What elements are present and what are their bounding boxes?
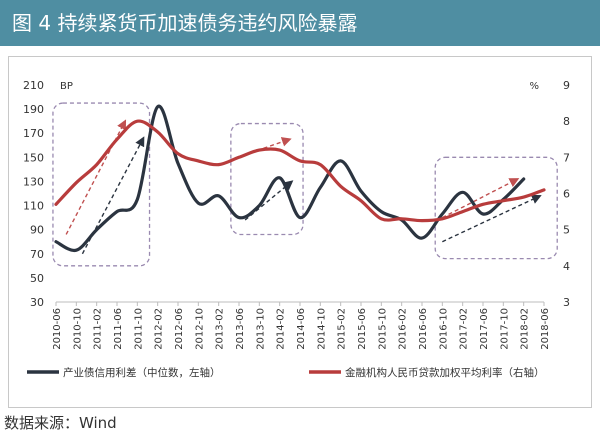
x-tick-label: 2018-02 [520, 308, 531, 350]
x-tick-label: 2010-10 [72, 308, 83, 350]
y-tick-labels: 30 50 70 90 110 130 150 170 190 210 BP 3 4 5 6 7 8 9% [23, 79, 570, 309]
y-left-tick-label: 90 [30, 224, 44, 237]
x-tick-label: 2014-10 [316, 308, 327, 350]
x-tick-label: 2012-10 [194, 308, 205, 350]
legend-label: 金融机构人民币贷款加权平均利率（右轴） [345, 366, 545, 379]
y-right-tick-label: 7 [563, 151, 570, 164]
x-tick-label: 2012-06 [174, 308, 185, 350]
x-tick-label: 2015-10 [377, 308, 388, 350]
y-right-tick-label: 3 [563, 296, 570, 309]
x-tick-label: 2010-06 [52, 308, 63, 350]
x-tick-label: 2011-02 [93, 308, 104, 350]
x-tick-label: 2017-06 [479, 308, 490, 350]
annotation-box [434, 156, 558, 260]
y-left-unit: BP [60, 81, 73, 92]
trend-arrow [442, 178, 520, 219]
y-left-tick-label: 50 [30, 272, 44, 285]
x-tick-label: 2016-10 [438, 308, 449, 350]
series-line-loan-rate [54, 119, 546, 223]
y-right-tick-label: 8 [563, 115, 570, 128]
y-right-tick-label: 9 [563, 79, 570, 92]
y-left-tick-label: 190 [23, 103, 44, 116]
y-left-tick-label: 110 [23, 200, 44, 213]
y-left-tick-label: 150 [23, 151, 44, 164]
x-tick-label: 2016-06 [418, 308, 429, 350]
x-tick-label: 2016-02 [398, 308, 409, 350]
x-tick-label: 2017-10 [499, 308, 510, 350]
y-left-tick-label: 30 [30, 296, 44, 309]
series-line-credit-spread [54, 104, 526, 253]
x-tick-label: 2013-10 [255, 308, 266, 350]
x-tick-labels: 2010-06 2010-10 2011-02 2011-06 2011-10 2012-… [52, 302, 551, 350]
annotation-box [230, 122, 304, 236]
chart-frame: 30 50 70 90 110 130 150 170 190 210 BP 3 4 5 6 7 8 9% 201… [8, 56, 592, 408]
y-left-tick-label: 70 [30, 248, 44, 261]
y-left-tick-label: 210 [23, 79, 44, 92]
series-lines [54, 104, 546, 253]
y-right-unit: % [529, 81, 539, 92]
dual-axis-line-chart: 30 50 70 90 110 130 150 170 190 210 BP 3 4 5 6 7 8 9% 201… [23, 79, 570, 379]
x-tick-label: 2015-06 [357, 308, 368, 350]
y-right-tick-label: 6 [563, 188, 570, 201]
y-left-tick-label: 170 [23, 127, 44, 140]
x-tick-label: 2017-02 [459, 308, 470, 350]
x-tick-label: 2015-02 [337, 308, 348, 350]
x-tick-label: 2013-06 [235, 308, 246, 350]
x-tick-label: 2014-06 [296, 308, 307, 350]
legend: 产业债信用利差（中位数，左轴） 金融机构人民币贷款加权平均利率（右轴） [27, 366, 545, 379]
x-tick-label: 2018-06 [540, 308, 551, 350]
y-left-tick-label: 130 [23, 175, 44, 188]
y-right-tick-label: 5 [563, 224, 570, 237]
y-right-tick-label: 4 [563, 260, 570, 273]
x-tick-label: 2014-02 [276, 308, 287, 350]
x-tick-label: 2012-02 [154, 308, 165, 350]
x-tick-label: 2011-06 [113, 308, 124, 350]
x-tick-label: 2013-02 [215, 308, 226, 350]
x-tick-label: 2011-10 [133, 308, 144, 350]
figure-title: 图 4 持续紧货币加速债务违约风险暴露 [0, 0, 600, 46]
annotation-box [52, 102, 151, 267]
data-source: 数据来源：Wind [4, 414, 117, 432]
legend-label: 产业债信用利差（中位数，左轴） [63, 366, 221, 379]
trend-arrow [442, 194, 542, 243]
